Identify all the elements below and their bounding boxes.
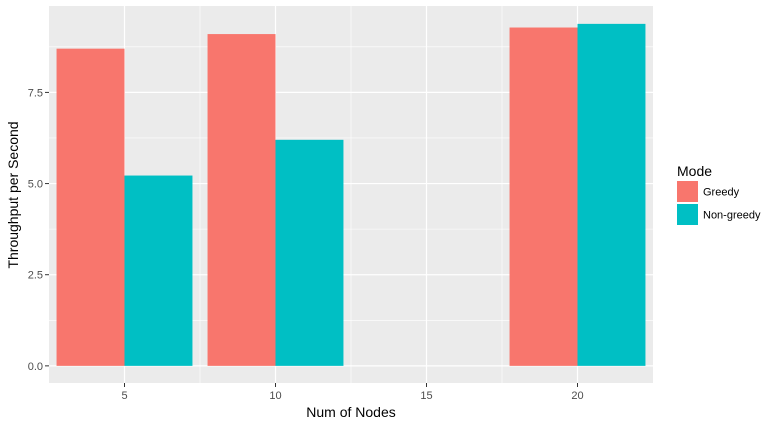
y-tick-label: 7.5: [28, 87, 43, 99]
x-tick-label: 10: [269, 390, 281, 402]
x-tick-label: 15: [420, 390, 432, 402]
axis-ticks: 0.0 2.5 5.0 7.5 5 10 15 20: [28, 87, 584, 402]
bar-non-greedy-5: [124, 175, 193, 366]
y-tick-label: 5.0: [28, 179, 43, 191]
bar-greedy-10: [207, 34, 276, 366]
bar-greedy-20: [509, 27, 578, 366]
legend-label-greedy: Greedy: [703, 187, 740, 199]
bar-non-greedy-20: [577, 23, 646, 366]
y-axis-title: Throughput per Second: [5, 121, 21, 268]
bar-non-greedy-10: [275, 139, 344, 366]
bar-greedy-5: [56, 48, 125, 366]
x-axis-title: Num of Nodes: [306, 404, 395, 420]
legend-key-non-greedy: [677, 204, 698, 225]
y-tick-label: 2.5: [28, 270, 43, 282]
legend-title: Mode: [677, 163, 712, 179]
legend: Mode Greedy Non-greedy: [677, 163, 761, 225]
legend-key-greedy: [677, 181, 698, 202]
legend-label-non-greedy: Non-greedy: [703, 210, 761, 222]
y-tick-label: 0.0: [28, 361, 43, 373]
x-tick-label: 5: [121, 390, 127, 402]
x-tick-label: 20: [571, 390, 583, 402]
bars: [56, 23, 646, 366]
